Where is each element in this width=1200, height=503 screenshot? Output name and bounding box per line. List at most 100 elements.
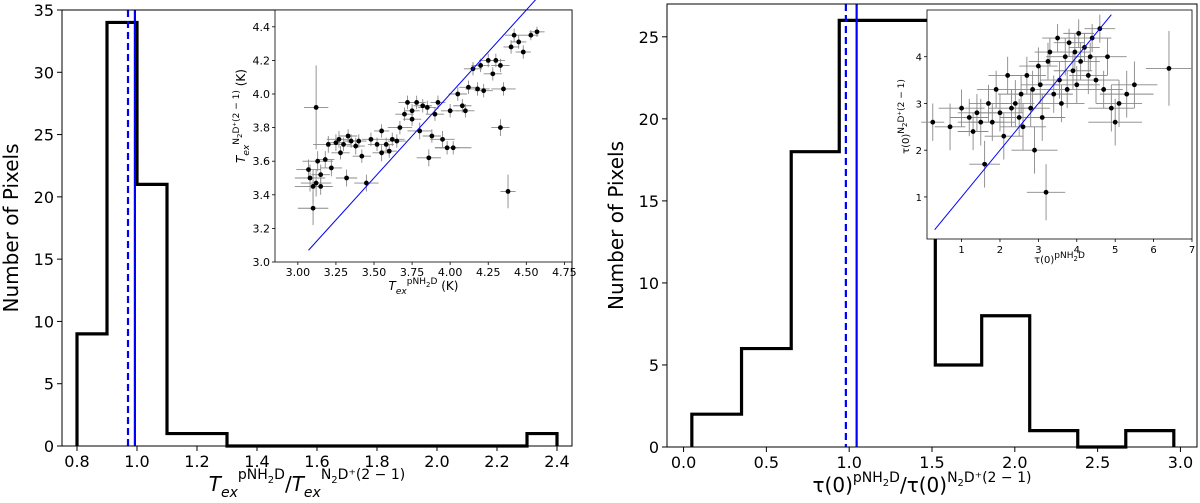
inset-x-tick-label: 6 bbox=[1150, 245, 1156, 256]
data-point bbox=[333, 140, 339, 146]
data-point bbox=[336, 136, 342, 142]
y-tick-label: 5 bbox=[44, 375, 54, 394]
label-part: τ(0) bbox=[901, 134, 912, 154]
y-tick-label: 20 bbox=[639, 110, 659, 129]
data-point bbox=[414, 100, 420, 105]
data-point bbox=[1085, 73, 1091, 78]
inset-y-tick-label: 1 bbox=[916, 193, 922, 204]
data-point bbox=[379, 150, 385, 156]
data-point bbox=[993, 87, 999, 92]
data-point bbox=[356, 138, 362, 144]
x-tick-label: 1.0 bbox=[124, 452, 149, 471]
label-part: D bbox=[889, 470, 900, 486]
data-point bbox=[405, 100, 410, 105]
label-part: / bbox=[285, 472, 292, 496]
data-point bbox=[997, 110, 1003, 116]
data-point bbox=[485, 58, 491, 63]
inset-x-tick-label: 1 bbox=[958, 245, 964, 256]
data-point bbox=[374, 142, 380, 147]
label-part: / bbox=[900, 473, 907, 497]
inset-y-tick-label: 3 bbox=[916, 99, 922, 110]
y-tick-label: 25 bbox=[34, 126, 54, 145]
inset-x-tick-label: 3.50 bbox=[362, 266, 387, 279]
data-point bbox=[397, 125, 403, 130]
data-point bbox=[1064, 87, 1070, 92]
y-axis-label: Number of Pixels bbox=[604, 141, 628, 310]
x-tick-label: 2.0 bbox=[1002, 453, 1027, 472]
data-point bbox=[363, 180, 369, 186]
x-tick-label: 1.4 bbox=[244, 452, 269, 471]
label-part: ex bbox=[396, 287, 408, 297]
x-tick-label: 2.2 bbox=[484, 452, 509, 471]
label-part: (K) bbox=[437, 279, 458, 293]
one-to-one-line bbox=[934, 14, 1112, 230]
data-point bbox=[389, 136, 395, 142]
data-point bbox=[455, 91, 461, 97]
data-point bbox=[1028, 105, 1034, 111]
label-part: N bbox=[897, 127, 907, 134]
data-point bbox=[379, 128, 385, 134]
label-part: D⁺(2 − 1) bbox=[338, 467, 406, 483]
data-point bbox=[409, 108, 415, 114]
data-point bbox=[1066, 40, 1072, 46]
y-tick-label: 20 bbox=[34, 188, 54, 207]
data-point bbox=[1035, 63, 1041, 69]
data-point bbox=[498, 125, 503, 130]
x-tick-label: 1.8 bbox=[364, 452, 389, 471]
data-point bbox=[1039, 115, 1045, 120]
label-part: ex bbox=[304, 485, 322, 501]
data-point bbox=[1116, 101, 1122, 106]
data-point bbox=[534, 29, 540, 35]
data-point bbox=[344, 175, 349, 181]
data-point bbox=[986, 101, 991, 106]
label-part: ex bbox=[242, 144, 252, 156]
data-point bbox=[974, 110, 980, 116]
y-tick-label: 5 bbox=[649, 356, 659, 375]
data-point bbox=[1047, 49, 1053, 55]
data-point bbox=[1043, 189, 1049, 195]
label-part: N bbox=[947, 470, 957, 486]
data-point bbox=[1037, 82, 1043, 88]
data-point bbox=[1131, 82, 1137, 88]
label-part: 2 bbox=[331, 475, 337, 486]
data-point bbox=[1074, 82, 1080, 88]
y-tick-label: 10 bbox=[34, 312, 54, 331]
data-point bbox=[345, 133, 351, 139]
inset-x-tick-label: 5 bbox=[1112, 245, 1118, 256]
y-axis-label: Number of Pixels bbox=[0, 143, 23, 312]
data-point bbox=[426, 155, 432, 161]
data-point bbox=[1101, 87, 1107, 92]
data-point bbox=[1087, 54, 1093, 60]
label-part: 2 bbox=[236, 134, 244, 138]
data-point bbox=[313, 180, 319, 186]
inset-y-tick-label: 3.2 bbox=[253, 222, 271, 235]
inset-y-tick-label: 4 bbox=[916, 53, 922, 64]
data-point bbox=[947, 124, 953, 130]
data-point bbox=[478, 63, 484, 68]
label-part: T bbox=[292, 472, 306, 496]
label-part: pNH bbox=[407, 277, 426, 287]
label-part: 2 bbox=[883, 478, 889, 489]
data-point bbox=[353, 143, 359, 149]
label-part: D⁺(2 − 1) bbox=[232, 90, 242, 133]
data-point bbox=[1072, 49, 1078, 55]
inset-x-tick-label: 2 bbox=[997, 245, 1003, 256]
inset-x-tick-label: 3 bbox=[1035, 245, 1041, 256]
x-tick-label: 0.8 bbox=[64, 452, 89, 471]
data-point bbox=[1112, 119, 1118, 125]
data-point bbox=[359, 153, 365, 159]
data-point bbox=[417, 128, 423, 134]
inset-x-axis-label: TexpNH2D (K) bbox=[389, 277, 459, 297]
data-point bbox=[982, 161, 988, 167]
data-point bbox=[459, 103, 465, 109]
data-point bbox=[310, 205, 316, 211]
inset-y-tick-label: 2 bbox=[916, 146, 922, 157]
label-part: (K) bbox=[234, 69, 248, 90]
data-point bbox=[959, 105, 964, 111]
inset-x-tick-label: 3.00 bbox=[286, 266, 311, 279]
data-point bbox=[313, 105, 319, 110]
label-part: D bbox=[1078, 251, 1085, 261]
inset-frame bbox=[926, 9, 1193, 240]
